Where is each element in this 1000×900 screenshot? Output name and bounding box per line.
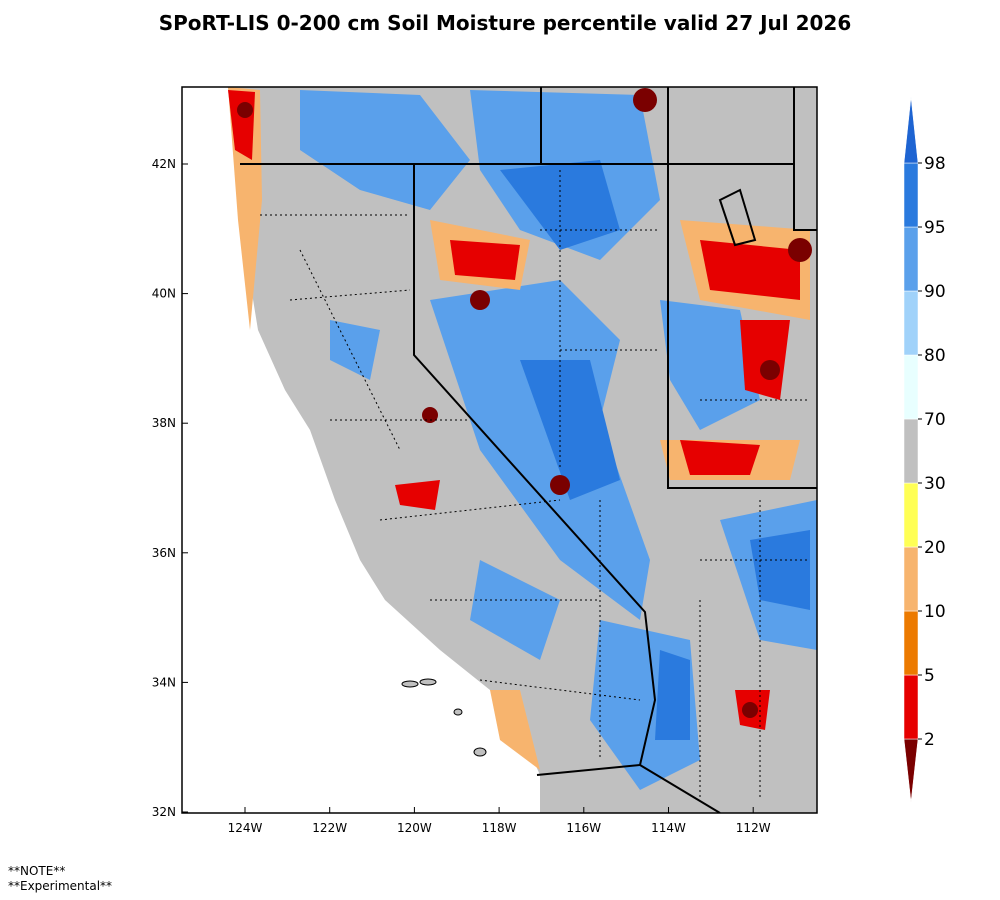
- map-area: [182, 87, 817, 813]
- colorbar-swatch: [903, 162, 919, 228]
- lat-label: 42N: [152, 157, 176, 171]
- lat-label: 36N: [152, 546, 176, 560]
- colorbar-label: 2: [924, 730, 935, 750]
- lon-label: 116W: [566, 821, 601, 835]
- colorbar-label: 70: [924, 410, 946, 430]
- colorbar-swatch: [903, 738, 919, 803]
- colorbar-label: 98: [924, 154, 946, 174]
- colorbar-swatch: [903, 96, 919, 164]
- colorbar-swatch: [903, 482, 919, 548]
- extreme-dry-areas: [237, 88, 812, 718]
- colorbar-label: 95: [924, 218, 946, 238]
- colorbar-label: 10: [924, 602, 946, 622]
- colorbar-swatch: [903, 290, 919, 356]
- state-borders: [240, 87, 817, 813]
- colorbar-label: 80: [924, 346, 946, 366]
- lon-label: 120W: [397, 821, 432, 835]
- colorbar-label: 20: [924, 538, 946, 558]
- colorbar-label: 90: [924, 282, 946, 302]
- lat-label: 38N: [152, 416, 176, 430]
- lon-label: 114W: [651, 821, 686, 835]
- colorbar-swatch: [903, 546, 919, 612]
- lat-label: 40N: [152, 287, 176, 301]
- lon-label: 124W: [228, 821, 263, 835]
- colorbar-swatch: [903, 610, 919, 676]
- lon-label: 118W: [482, 821, 517, 835]
- title: SPoRT-LIS 0-200 cm Soil Moisture percent…: [159, 11, 852, 35]
- colorbar-swatch: [903, 354, 919, 420]
- colorbar-swatch: [903, 674, 919, 740]
- note: **NOTE**: [8, 864, 66, 878]
- islands: [401, 678, 487, 757]
- lon-label: 112W: [736, 821, 771, 835]
- note: **Experimental**: [8, 879, 113, 893]
- county-borders: [260, 170, 810, 800]
- lat-label: 34N: [152, 675, 176, 689]
- lon-label: 122W: [312, 821, 347, 835]
- colorbar-swatch: [903, 226, 919, 292]
- colorbar-label: 30: [924, 474, 946, 494]
- colorbar-swatch: [903, 418, 919, 484]
- lat-label: 32N: [152, 805, 176, 819]
- colorbar-label: 5: [924, 666, 935, 686]
